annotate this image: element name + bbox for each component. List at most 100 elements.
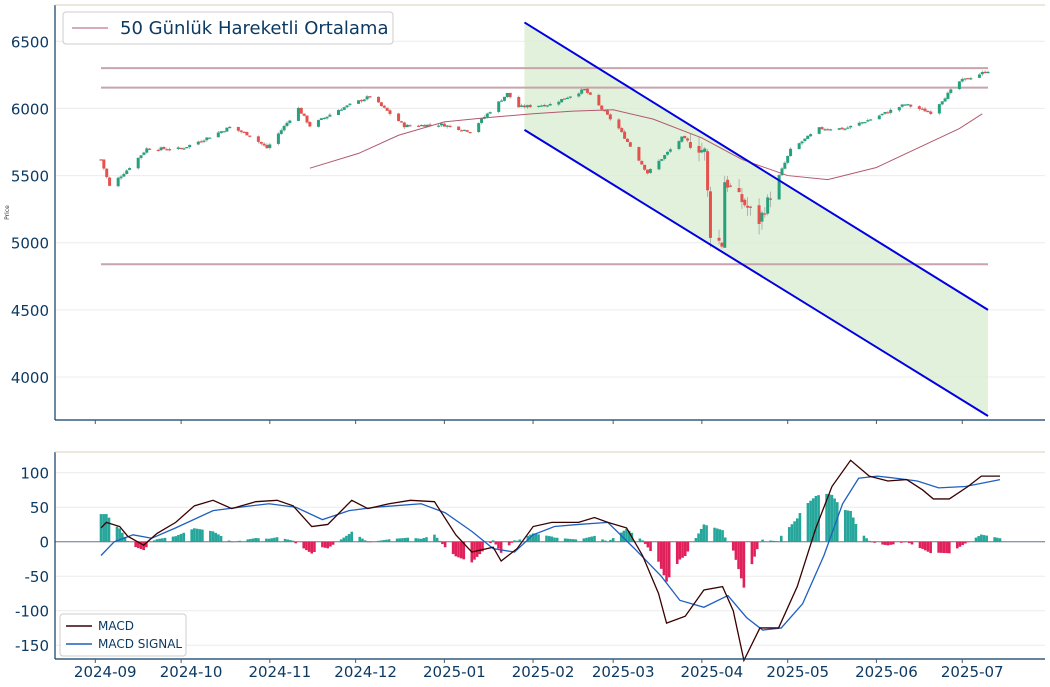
macd-histogram-bar (454, 541, 458, 557)
candle-body (949, 89, 953, 93)
macd-panel-background (55, 452, 1045, 659)
candle-body (342, 107, 346, 110)
macd-histogram-bar (209, 530, 212, 542)
candle-body (359, 100, 363, 102)
macd-histogram-bar (865, 538, 868, 542)
macd-histogram-bar (924, 541, 927, 551)
candle-body (548, 103, 552, 106)
candle-body (202, 140, 206, 142)
macd-histogram-bar (827, 494, 831, 542)
macd-histogram-bar (662, 541, 666, 576)
macd-histogram-bar (265, 538, 268, 542)
candle-body (465, 130, 469, 132)
macd-histogram-bar (891, 541, 895, 545)
candle-body (906, 104, 910, 106)
macd-histogram-bar (137, 541, 140, 549)
x-tick-label: 2025-07 (941, 663, 1004, 681)
candle-body (522, 105, 526, 108)
candle-body (528, 104, 532, 108)
macd-histogram-bar (563, 538, 567, 542)
macd-histogram-bar (622, 530, 626, 542)
candle-body (480, 118, 484, 123)
candle-body (763, 213, 767, 215)
macd-y-tick-label: 0 (39, 534, 49, 552)
macd-histogram-bar (531, 533, 535, 542)
candle-body (903, 104, 907, 106)
macd-histogram-bar (851, 517, 855, 542)
candle-body (937, 104, 941, 114)
candle-body (620, 128, 624, 133)
candle-body (568, 96, 572, 98)
macd-histogram-bar (257, 538, 260, 542)
macd-histogram-bar (435, 537, 439, 542)
macd-histogram-bar (667, 541, 671, 578)
macd-histogram-bar (494, 541, 498, 545)
candle-body (603, 109, 607, 112)
macd-histogram-bar (574, 539, 578, 542)
candle-body (417, 125, 421, 127)
macd-histogram-bar (211, 531, 215, 542)
macd-histogram-bar (809, 500, 812, 542)
candle-body (657, 160, 661, 170)
macd-histogram-bar (153, 540, 156, 542)
macd-histogram-bar (283, 538, 287, 542)
macd-histogram-bar (201, 529, 204, 542)
macd-histogram-bar (755, 541, 759, 550)
channel-upper-line (523, 21, 989, 311)
candle-body (917, 106, 921, 109)
macd-histogram-bar (451, 541, 455, 555)
macd-histogram-bar (425, 537, 428, 542)
candle-body (623, 131, 627, 139)
macd-histogram-bar (107, 517, 111, 542)
candle-body (940, 101, 944, 105)
candle-body (302, 113, 306, 116)
macd-histogram-bar (289, 540, 292, 542)
candle-body (442, 123, 446, 127)
macd-histogram-bar (643, 541, 647, 544)
macd-histogram-bar (705, 525, 708, 542)
candle-body (543, 104, 546, 107)
macd-histogram-bar (761, 539, 764, 542)
candle-body (357, 100, 361, 104)
candle-body (820, 127, 824, 130)
candle-body (886, 112, 890, 114)
candle-body (322, 117, 326, 120)
candle-body (860, 122, 864, 124)
candle-body (723, 182, 727, 248)
macd-histogram-bar (553, 537, 556, 542)
macd-histogram-bar (945, 541, 948, 554)
macd-histogram-bar (115, 526, 119, 542)
macd-histogram-bar (422, 538, 426, 542)
candle-body (145, 148, 149, 153)
macd-histogram-bar (625, 528, 628, 542)
candle-body (920, 108, 924, 110)
macd-histogram-bar (742, 541, 746, 588)
macd-histogram-bar (513, 540, 516, 542)
candle-body (116, 177, 120, 187)
macd-histogram-bar (489, 541, 492, 544)
macd-histogram-bar (385, 539, 388, 542)
macd-histogram-bar (387, 539, 391, 542)
candle-body (666, 151, 670, 155)
macd-histogram-bar (985, 535, 988, 542)
macd-histogram-bar (126, 541, 129, 542)
candle-body (477, 123, 481, 133)
macd-histogram-bar (481, 541, 484, 552)
candle-body (625, 138, 629, 142)
macd-histogram-bar (350, 531, 354, 542)
macd-histogram-bar (345, 535, 348, 542)
macd-histogram-bar (507, 541, 511, 546)
candle-body (448, 125, 452, 128)
macd-histogram-bar (537, 534, 540, 542)
macd-histogram-bar (675, 541, 679, 564)
macd-histogram-bar (737, 541, 740, 570)
macd-histogram-bar (433, 534, 436, 542)
candle-body (259, 141, 263, 144)
macd-histogram-bar (833, 498, 836, 542)
candle-body (216, 132, 220, 138)
macd-histogram-bar (569, 538, 572, 542)
macd-histogram-bar (918, 541, 922, 549)
macd-histogram-bar (980, 534, 983, 542)
legend-macd-label: MACD (98, 619, 134, 633)
macd-histogram-bar (835, 502, 839, 542)
